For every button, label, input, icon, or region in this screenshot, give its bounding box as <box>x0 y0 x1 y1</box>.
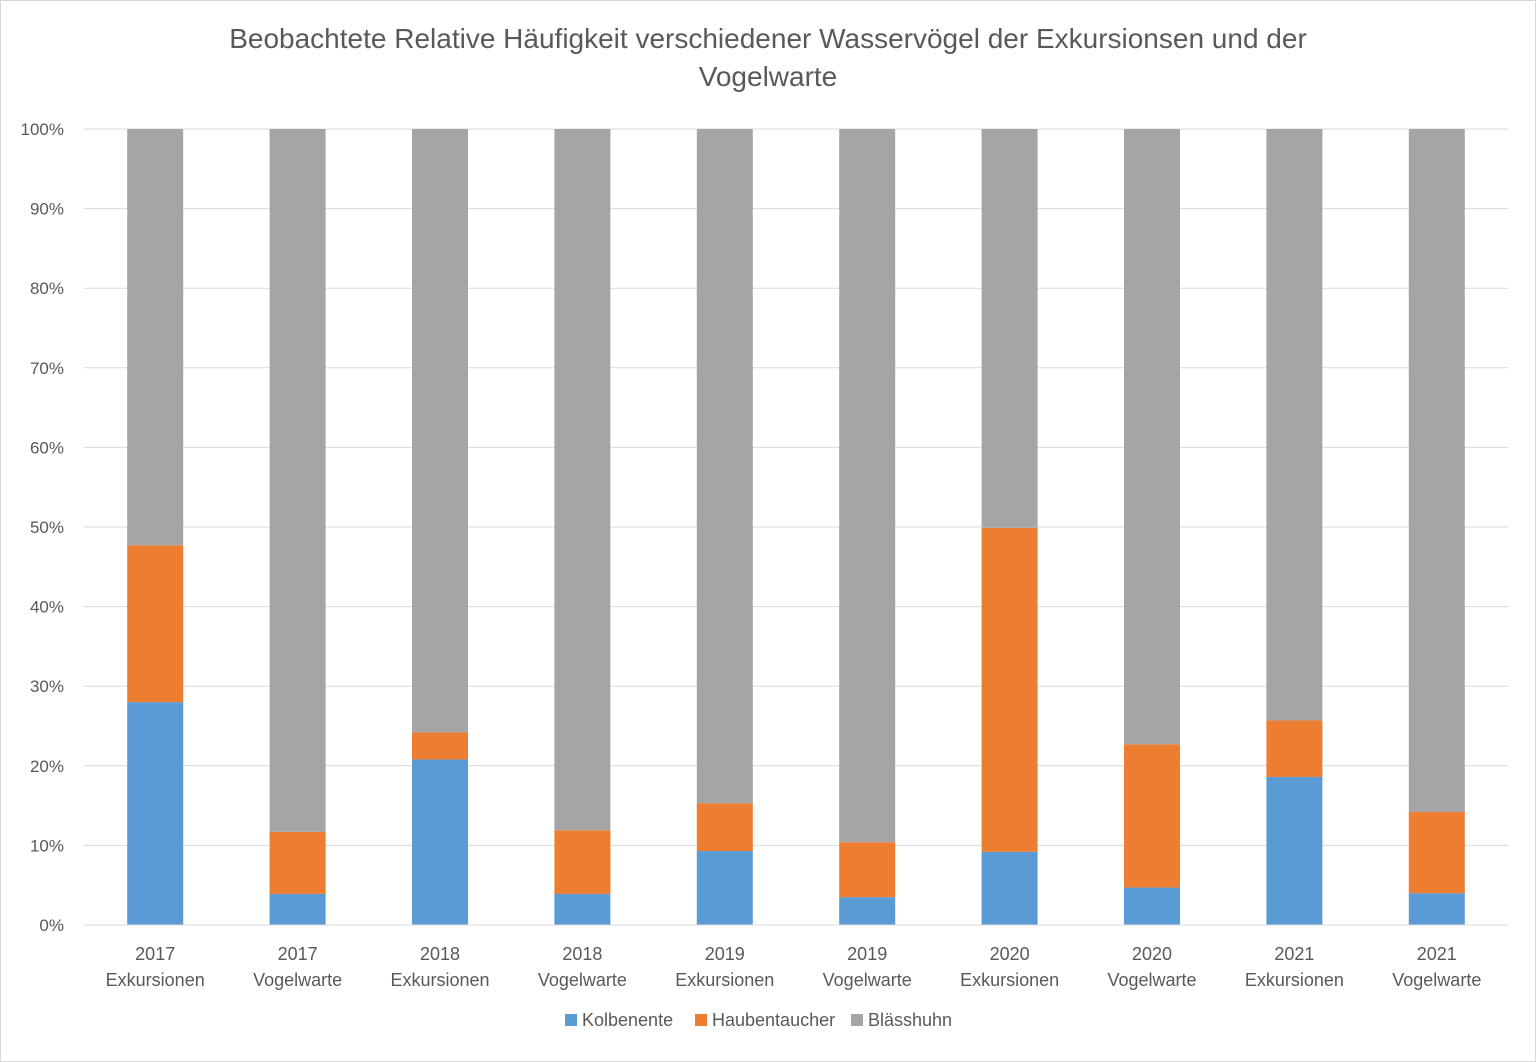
bars <box>127 129 1465 925</box>
y-tick-label: 30% <box>30 677 64 696</box>
x-tick-label: Vogelwarte <box>538 970 627 990</box>
bar-segment-haubentaucher <box>1124 744 1180 888</box>
legend-swatch-blässhuhn <box>851 1014 863 1026</box>
y-tick-label: 0% <box>39 916 64 935</box>
y-tick-label: 50% <box>30 518 64 537</box>
x-tick-label: 2018 <box>420 944 460 964</box>
y-tick-label: 20% <box>30 757 64 776</box>
x-axis: 2017 Exkursionen 2017 Vogelwarte 2018 Exkursi… <box>84 924 1508 990</box>
x-tick-label: Exkursionen <box>675 970 774 990</box>
legend-label-blässhuhn: Blässhuhn <box>868 1010 952 1030</box>
y-tick-label: 90% <box>30 200 64 219</box>
x-tick-label: Exkursionen <box>960 970 1059 990</box>
x-tick-label: 2021 <box>1274 944 1314 964</box>
bar-segment-kolbenente <box>1124 887 1180 925</box>
x-tick-label: 2019 <box>705 944 745 964</box>
x-tick-label: 2018 <box>562 944 602 964</box>
bar-segment-blässhuhn <box>269 129 326 832</box>
legend: Kolbenente Haubentaucher Blässhuhn <box>565 1010 952 1030</box>
x-tick-label: 2017 <box>135 944 175 964</box>
y-tick-label: 40% <box>30 598 64 617</box>
x-tick-label: Vogelwarte <box>253 970 342 990</box>
legend-swatch-kolbenente <box>565 1014 577 1026</box>
bar-segment-blässhuhn <box>127 129 184 546</box>
bar-segment-blässhuhn <box>1124 129 1180 745</box>
y-axis: 0% 10% 20% 30% 40% 50% 60% 70% 80% 90% 100% <box>21 120 64 935</box>
legend-swatch-haubentaucher <box>695 1014 707 1026</box>
bar-segment-haubentaucher <box>1266 720 1323 777</box>
y-tick-label: 10% <box>30 836 64 855</box>
y-tick-label: 100% <box>21 120 64 139</box>
bar-segment-haubentaucher <box>554 830 611 894</box>
x-tick-label: Vogelwarte <box>1107 970 1196 990</box>
x-tick-label: 2017 <box>278 944 318 964</box>
bar-segment-kolbenente <box>696 850 753 925</box>
chart-title: Beobachtete Relative Häufigkeit verschie… <box>0 20 1536 96</box>
x-tick-label: Exkursionen <box>106 970 205 990</box>
chart-title-line-2: Vogelwarte <box>698 61 838 92</box>
y-tick-label: 70% <box>30 359 64 378</box>
bar-segment-haubentaucher <box>269 831 326 894</box>
bar-segment-kolbenente <box>1266 776 1323 925</box>
bar-segment-haubentaucher <box>127 545 184 703</box>
x-tick-label: Exkursionen <box>1245 970 1344 990</box>
bar-segment-haubentaucher <box>696 803 753 851</box>
legend-label-haubentaucher: Haubentaucher <box>712 1010 835 1030</box>
x-tick-label: Exkursionen <box>390 970 489 990</box>
bar-segment-kolbenente <box>981 851 1038 925</box>
legend-label-kolbenente: Kolbenente <box>582 1010 673 1030</box>
x-tick-label: 2019 <box>847 944 887 964</box>
bar-segment-kolbenente <box>1408 893 1465 925</box>
x-tick-label: Vogelwarte <box>1392 970 1481 990</box>
bar-segment-kolbenente <box>554 893 611 925</box>
bar-segment-blässhuhn <box>696 129 753 804</box>
bar-segment-kolbenente <box>269 893 326 925</box>
bar-segment-haubentaucher <box>1408 811 1465 894</box>
y-tick-label: 60% <box>30 438 64 457</box>
bar-segment-blässhuhn <box>412 129 468 733</box>
x-tick-label: 2020 <box>990 944 1030 964</box>
y-tick-label: 80% <box>30 279 64 298</box>
x-tick-label: Vogelwarte <box>823 970 912 990</box>
x-tick-label: 2020 <box>1132 944 1172 964</box>
x-tick-label: 2021 <box>1417 944 1457 964</box>
bar-segment-haubentaucher <box>981 527 1038 852</box>
bar-segment-haubentaucher <box>412 732 468 760</box>
bar-segment-blässhuhn <box>981 129 1038 528</box>
bar-segment-kolbenente <box>127 702 184 925</box>
bar-segment-blässhuhn <box>1266 129 1323 721</box>
bar-segment-haubentaucher <box>839 842 896 898</box>
bar-segment-blässhuhn <box>554 129 611 831</box>
bar-segment-blässhuhn <box>839 129 896 843</box>
bar-segment-kolbenente <box>412 759 468 925</box>
bar-segment-kolbenente <box>839 897 896 925</box>
bar-segment-blässhuhn <box>1408 129 1465 812</box>
chart-title-line-1: Beobachtete Relative Häufigkeit verschie… <box>229 23 1307 54</box>
